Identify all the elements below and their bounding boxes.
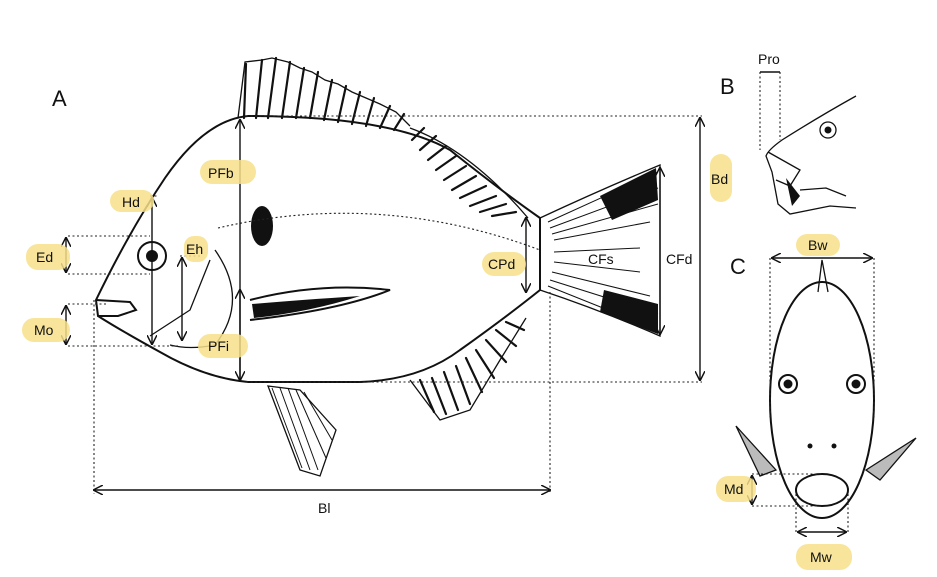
label-pfi: PFi (208, 338, 229, 354)
label-cfs: CFs (588, 251, 614, 267)
panel-c-label: C (730, 254, 746, 279)
label-hd: Hd (122, 194, 140, 210)
label-cpd: CPd (488, 256, 515, 272)
panel-c-frontal-view (735, 258, 917, 534)
fish-body-outline (94, 114, 541, 383)
label-md: Md (724, 481, 743, 497)
label-pfb: PFb (208, 165, 234, 181)
label-eh: Eh (186, 241, 203, 257)
soft-dorsal-fin (409, 126, 529, 219)
operculum (169, 249, 234, 349)
label-pro: Pro (758, 51, 780, 67)
pectoral-fin (249, 286, 391, 321)
lateral-spot (251, 206, 273, 246)
caudal-fin (539, 164, 661, 337)
dorsal-fin (237, 56, 411, 132)
panel-b-label: B (720, 74, 735, 99)
labels: A B C Hd Ed Eh Mo PFb PFi CPd CFs CFd Bd… (34, 51, 833, 565)
head-outline-frontal (769, 281, 875, 519)
left-pectoral-fin-frontal (735, 425, 778, 477)
label-mw: Mw (810, 549, 833, 565)
label-bw: Bw (808, 237, 828, 253)
label-bd: Bd (711, 171, 728, 187)
anal-fin (409, 317, 527, 421)
reference-lines (68, 115, 702, 494)
lateral-line (217, 212, 541, 251)
right-pectoral-fin-frontal (864, 437, 917, 481)
fish-mouth (95, 299, 138, 317)
label-bl: Bl (318, 500, 330, 516)
label-ed: Ed (36, 249, 53, 265)
panel-a-fish-lateral (66, 56, 702, 494)
mouth-frontal (795, 473, 849, 507)
label-mo: Mo (34, 322, 54, 338)
panel-b-snout-detail (759, 71, 857, 215)
label-highlights (22, 154, 852, 570)
pelvic-fin (267, 385, 337, 477)
panel-a-label: A (52, 86, 67, 111)
label-cfd: CFd (666, 251, 692, 267)
